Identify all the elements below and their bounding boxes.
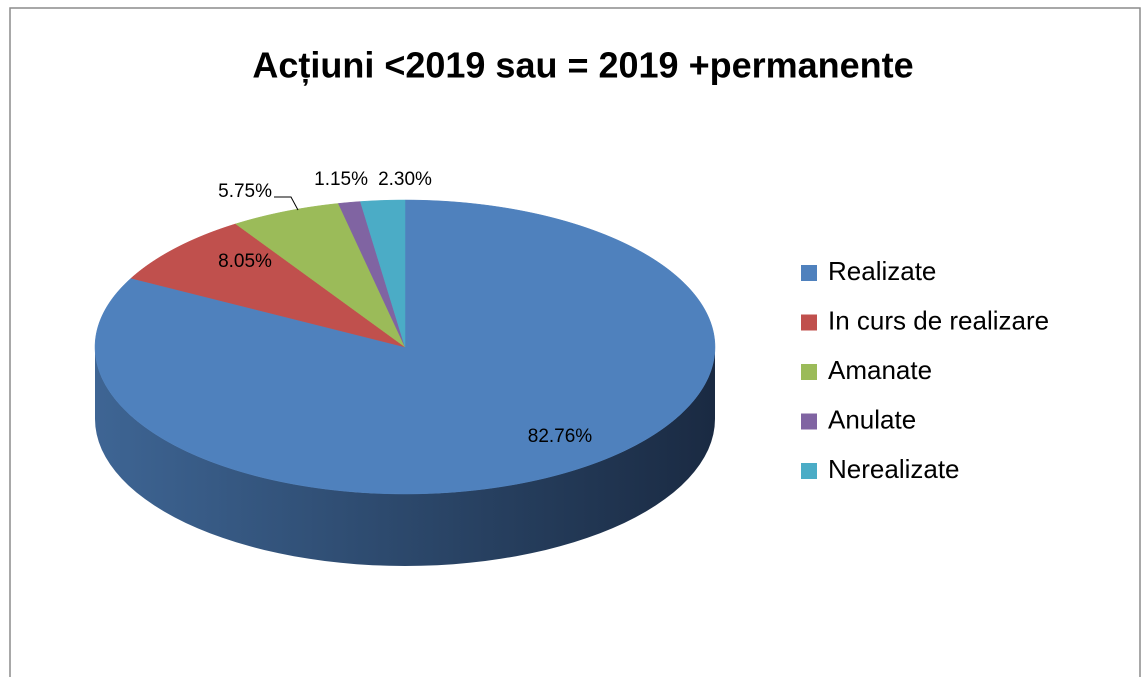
legend-swatch — [801, 265, 817, 281]
pie-slice — [360, 199, 406, 348]
legend-swatch — [801, 413, 817, 430]
data-label: 82.76% — [528, 426, 593, 447]
pie-slice — [130, 223, 406, 348]
legend-label: Nerealizate — [828, 454, 960, 484]
leader-line — [274, 196, 299, 211]
data-label: 8.05% — [218, 251, 272, 272]
legend-label: Anulate — [828, 404, 916, 434]
legend-label: In curs de realizare — [828, 305, 1049, 335]
legend-label: Realizate — [828, 256, 936, 286]
data-label: 1.15% — [314, 169, 368, 190]
pie-sides — [95, 347, 715, 566]
legend-swatch — [801, 364, 817, 380]
legend-swatch — [801, 463, 817, 479]
legend-label: Amanate — [828, 355, 932, 385]
pie-slice — [235, 203, 406, 348]
data-label: 2.30% — [378, 169, 432, 190]
pie-tops — [94, 199, 716, 495]
data-label: 5.75% — [218, 181, 272, 202]
slice-side — [95, 347, 715, 566]
chart-title: Acțiuni <2019 sau = 2019 +permanente — [252, 45, 913, 87]
legend-swatch — [801, 314, 817, 331]
chart-frame — [9, 7, 1141, 677]
